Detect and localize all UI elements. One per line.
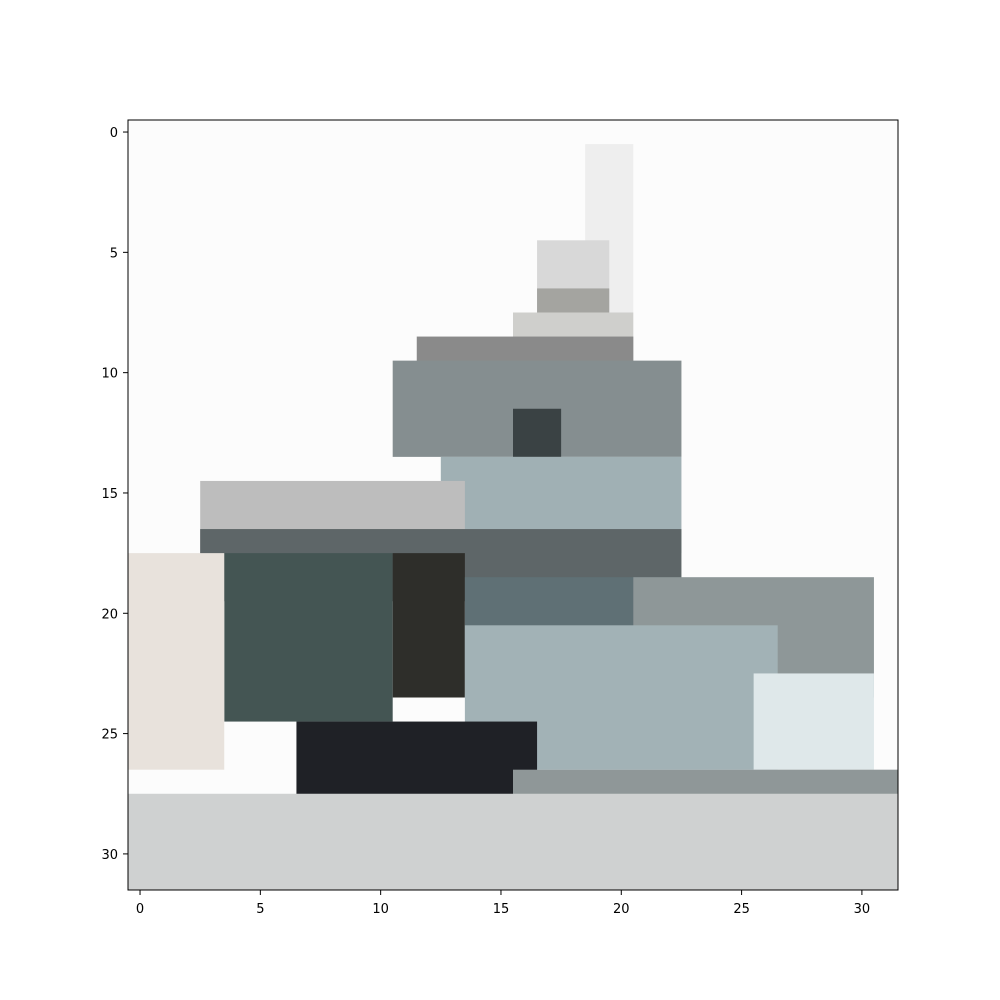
x-tick-label: 0 bbox=[136, 902, 144, 917]
y-tick-label: 25 bbox=[101, 728, 118, 743]
x-tick-label: 10 bbox=[372, 902, 389, 917]
x-tick-label: 20 bbox=[613, 902, 630, 917]
x-tick-label: 5 bbox=[256, 902, 264, 917]
y-tick-label: 10 bbox=[101, 367, 118, 382]
y-axis-ticks: 0 5 10 15 20 25 30 bbox=[101, 126, 128, 863]
y-tick-label: 5 bbox=[110, 246, 118, 261]
hull-left-region bbox=[224, 553, 393, 722]
bridge-window-region bbox=[513, 408, 562, 457]
y-tick-label: 20 bbox=[101, 607, 118, 622]
shore-left-region bbox=[128, 553, 225, 770]
axes-frame bbox=[127, 119, 899, 891]
y-tick-label: 30 bbox=[101, 848, 118, 863]
x-tick-label: 25 bbox=[733, 902, 750, 917]
bow-light-region bbox=[753, 673, 874, 770]
pixel-image bbox=[128, 120, 898, 890]
y-tick-label: 0 bbox=[110, 126, 118, 141]
water-region bbox=[128, 793, 898, 890]
x-axis-ticks: 0 5 10 15 20 25 30 bbox=[136, 890, 870, 917]
hull-dark-strip-region bbox=[392, 553, 465, 698]
x-tick-label: 30 bbox=[854, 902, 871, 917]
y-tick-label: 15 bbox=[101, 487, 118, 502]
x-tick-label: 15 bbox=[493, 902, 510, 917]
